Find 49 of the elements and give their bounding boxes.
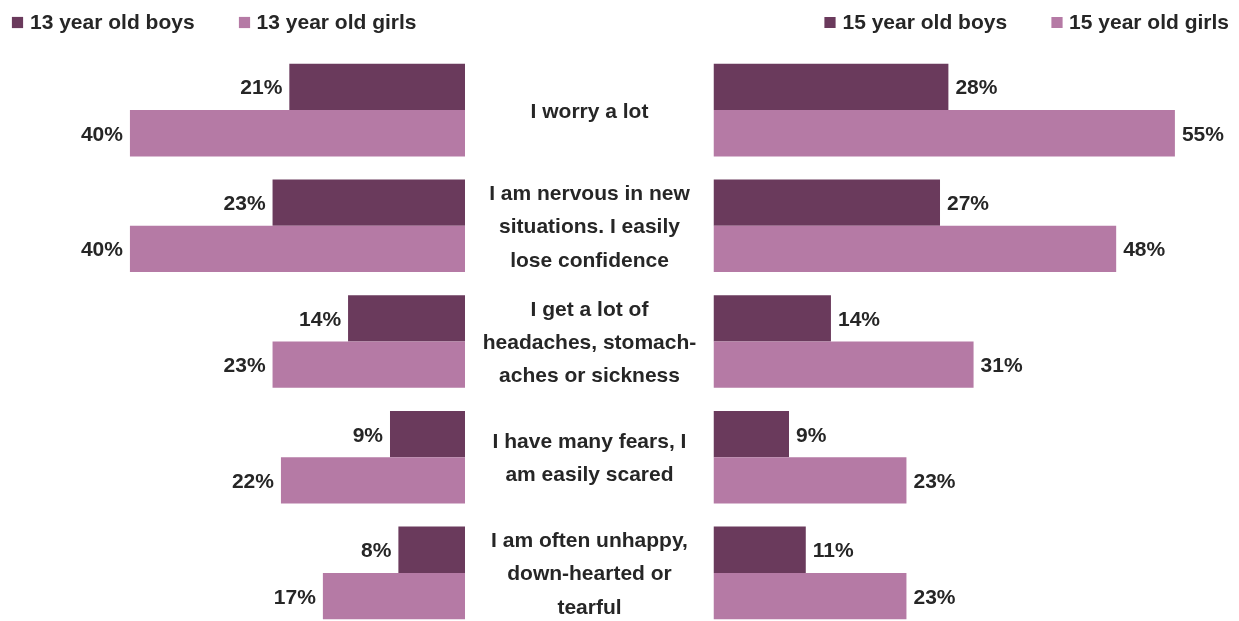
data-label: 9% <box>796 422 827 446</box>
bar <box>713 457 907 504</box>
y-tick-label: I get a lot of headaches, stomach-aches or sickness <box>482 296 697 387</box>
bar <box>713 341 974 388</box>
legend-label: 13 year old girls <box>256 10 417 34</box>
data-label: 22% <box>231 468 275 492</box>
data-label: 9% <box>352 422 384 446</box>
bar <box>713 63 949 111</box>
data-label: 48% <box>1123 237 1166 261</box>
y-tick-label: I have many fears, I am easily scared <box>492 429 687 486</box>
data-label: 8% <box>361 538 392 562</box>
bar <box>713 179 941 226</box>
data-label: 23% <box>223 191 266 215</box>
data-label: 14% <box>299 306 342 330</box>
bar <box>129 110 465 157</box>
data-label: 27% <box>947 191 990 215</box>
y-tick-label: I am nervous in new situations. I easily lose confidence <box>489 180 691 271</box>
bar <box>713 110 1175 157</box>
data-label: 31% <box>980 353 1023 377</box>
bar <box>398 526 465 573</box>
data-label: 40% <box>80 121 124 145</box>
data-label: 21% <box>240 75 283 99</box>
bar <box>713 572 907 620</box>
bar <box>272 341 465 388</box>
data-label: 28% <box>955 75 998 99</box>
data-label: 23% <box>913 468 956 492</box>
bar <box>713 295 831 342</box>
bar <box>272 179 465 226</box>
bar <box>713 225 1117 273</box>
bar <box>348 295 465 342</box>
data-label: 55% <box>1181 121 1225 145</box>
data-label: 23% <box>223 353 266 377</box>
bar <box>390 410 465 458</box>
bar <box>713 410 789 458</box>
data-label: 11% <box>812 538 854 562</box>
bar <box>322 572 465 620</box>
y-tick-label: I am often unhappy, down-hearted or tearful <box>491 528 688 618</box>
bar <box>280 457 465 504</box>
data-label: 40% <box>80 237 124 261</box>
data-label: 23% <box>913 584 956 608</box>
legend-label: 15 year old boys <box>842 10 1008 34</box>
data-label: 17% <box>273 584 317 608</box>
data-label: 14% <box>837 306 881 330</box>
bar <box>129 225 465 273</box>
legend-label: 13 year old boys <box>30 10 195 34</box>
y-tick-label: I worry a lot <box>530 98 649 122</box>
bar <box>713 526 806 573</box>
bar <box>289 63 465 111</box>
legend-label: 15 year old girls <box>1069 10 1229 34</box>
